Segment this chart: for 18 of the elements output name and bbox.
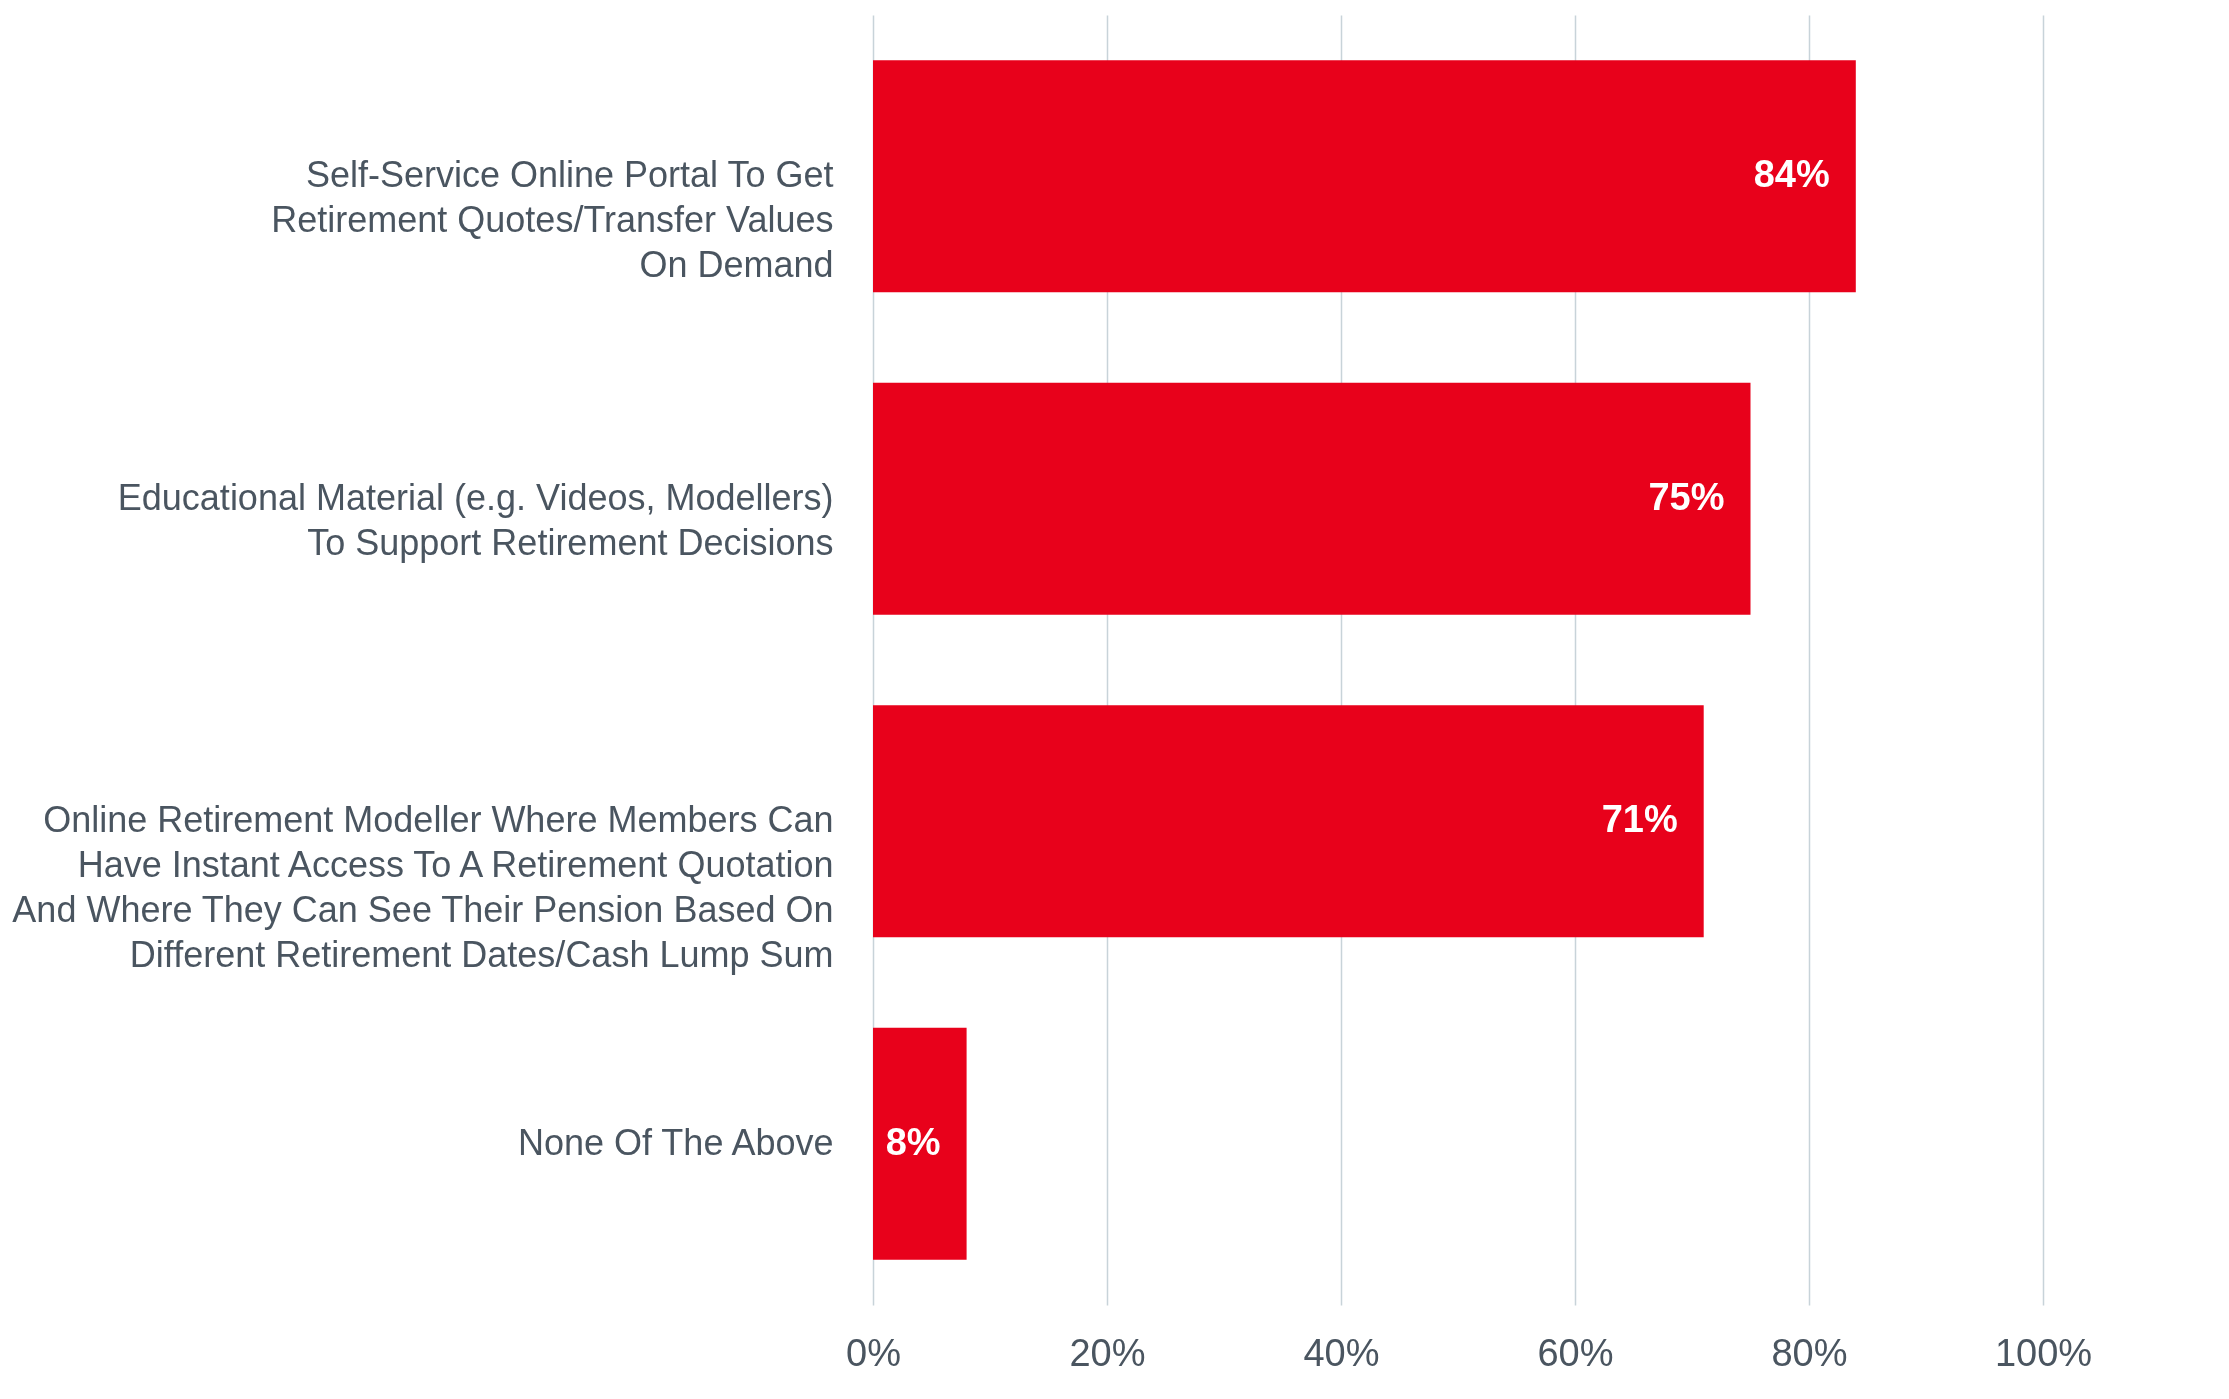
y-tick-label: Self-Service Online Portal To Get Retirement Quotes/Transfer Values On Demand bbox=[271, 154, 834, 286]
x-tick-label: 20% bbox=[1069, 1331, 1146, 1374]
data-label: 71% bbox=[1601, 798, 1678, 841]
y-tick-label: Online Retirement Modeller Where Members Can Have Instant Access To A Retirement Quotation And Where They Can See Their Pension Based On Different Retirement Dates/Cash Lump Sum bbox=[12, 799, 834, 976]
data-label: 75% bbox=[1648, 475, 1725, 518]
bar bbox=[873, 60, 1856, 293]
data-label: 8% bbox=[885, 1120, 941, 1163]
bar bbox=[873, 1027, 967, 1260]
data-label: 84% bbox=[1753, 153, 1830, 196]
x-tick-label: 60% bbox=[1537, 1331, 1614, 1374]
bar bbox=[873, 705, 1704, 938]
bar bbox=[873, 382, 1751, 615]
x-tick-label: 0% bbox=[846, 1331, 901, 1374]
y-tick-label: Educational Material (e.g. Videos, Modellers) To Support Retirement Decisions bbox=[117, 476, 834, 563]
y-tick-label: None Of The Above bbox=[517, 1121, 834, 1163]
x-tick-label: 100% bbox=[1994, 1331, 2093, 1374]
x-tick-label: 80% bbox=[1771, 1331, 1848, 1374]
x-tick-label: 40% bbox=[1303, 1331, 1380, 1374]
